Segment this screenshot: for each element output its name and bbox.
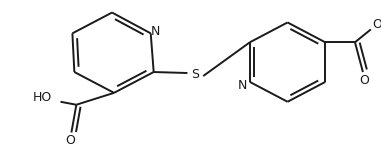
Text: N: N (151, 25, 160, 38)
Text: O: O (372, 18, 381, 31)
Text: N: N (238, 79, 248, 92)
Text: HO: HO (33, 91, 52, 104)
Text: S: S (191, 69, 199, 81)
Text: O: O (359, 74, 369, 87)
Text: O: O (66, 134, 75, 147)
